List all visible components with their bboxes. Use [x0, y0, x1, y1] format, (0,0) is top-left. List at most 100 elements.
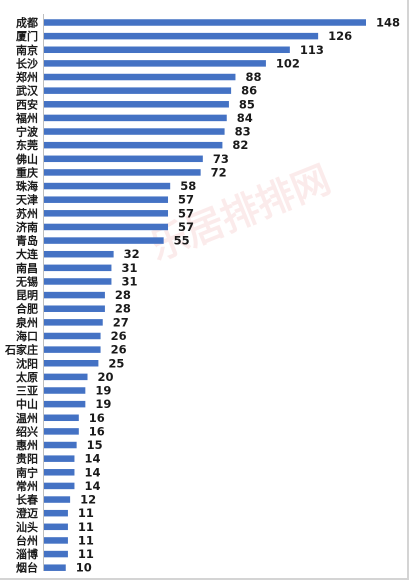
category-label: 常州 — [16, 479, 38, 493]
bar — [44, 32, 319, 40]
value-label: 16 — [89, 424, 105, 438]
bar — [44, 210, 169, 217]
value-label: 126 — [328, 29, 352, 43]
category-label: 贵阳 — [16, 452, 38, 466]
bar — [44, 155, 203, 163]
category-label: 海口 — [16, 329, 38, 343]
bar — [44, 223, 169, 231]
value-label: 11 — [78, 547, 94, 561]
bar — [44, 114, 227, 122]
category-label: 惠州 — [16, 438, 38, 452]
bar — [44, 128, 225, 135]
bar — [44, 141, 223, 149]
bar — [44, 564, 66, 571]
value-label: 72 — [211, 165, 227, 179]
value-label: 16 — [89, 411, 105, 425]
category-label: 烟台 — [16, 561, 38, 575]
category-label: 厦门 — [16, 29, 38, 43]
category-label: 淄博 — [16, 547, 38, 561]
value-label: 15 — [87, 438, 103, 452]
bar — [44, 414, 79, 422]
value-label: 26 — [111, 329, 127, 343]
bar — [44, 237, 164, 244]
bar — [44, 537, 68, 544]
category-label: 汕头 — [16, 520, 38, 534]
category-label: 西安 — [16, 97, 38, 111]
category-label: 武汉 — [16, 84, 39, 98]
bar — [44, 46, 290, 54]
bar — [44, 400, 86, 408]
value-label: 73 — [213, 152, 229, 166]
category-label: 太原 — [15, 370, 38, 384]
value-label: 31 — [121, 274, 137, 288]
value-label: 28 — [115, 288, 131, 302]
bar — [44, 469, 75, 476]
bar — [44, 332, 101, 340]
value-label: 28 — [115, 302, 131, 316]
value-label: 57 — [178, 206, 194, 220]
category-label: 中山 — [16, 397, 38, 411]
category-label: 三亚 — [16, 385, 38, 398]
value-label: 26 — [111, 343, 127, 357]
category-label: 合肥 — [16, 302, 38, 316]
category-label: 长春 — [16, 493, 39, 507]
category-label: 绍兴 — [16, 424, 38, 438]
category-label: 成都 — [16, 16, 38, 30]
value-label: 19 — [95, 397, 111, 411]
value-label: 14 — [84, 465, 100, 479]
value-label: 55 — [174, 234, 190, 248]
bar — [44, 509, 68, 517]
category-label: 珠海 — [16, 179, 38, 193]
bar — [44, 19, 366, 26]
bar — [44, 346, 101, 353]
category-label: 重庆 — [16, 165, 38, 179]
category-label: 泉州 — [15, 315, 38, 329]
value-label: 85 — [239, 97, 255, 111]
bar — [44, 373, 88, 381]
bar — [44, 319, 103, 326]
value-label: 84 — [237, 111, 253, 125]
category-label: 长沙 — [16, 56, 38, 70]
bar — [44, 278, 112, 285]
bar — [44, 523, 68, 531]
value-label: 14 — [84, 479, 100, 493]
bar — [44, 264, 112, 272]
value-label: 19 — [95, 384, 111, 398]
bar — [44, 169, 201, 176]
value-label: 57 — [178, 220, 194, 234]
value-label: 27 — [113, 315, 129, 329]
value-label: 10 — [76, 561, 92, 575]
bar — [44, 360, 99, 367]
bar — [44, 482, 75, 490]
category-label: 郑州 — [16, 70, 38, 84]
value-label: 102 — [276, 56, 300, 70]
category-label: 东莞 — [16, 138, 38, 152]
bar — [44, 250, 114, 258]
value-label: 113 — [300, 43, 324, 57]
category-label: 青岛 — [16, 234, 38, 248]
value-label: 20 — [98, 370, 114, 384]
value-label: 11 — [78, 506, 94, 520]
value-label: 25 — [108, 356, 124, 370]
category-label: 天津 — [16, 193, 38, 207]
bar — [44, 550, 68, 558]
bar — [44, 441, 77, 449]
value-label: 32 — [124, 247, 140, 261]
value-label: 31 — [121, 261, 137, 275]
category-label: 佛山 — [15, 152, 38, 166]
value-label: 83 — [235, 125, 251, 139]
category-label: 石家庄 — [4, 343, 38, 357]
category-label: 昆明 — [16, 289, 38, 302]
category-label: 南京 — [16, 43, 38, 57]
bar — [44, 291, 105, 299]
category-label: 济南 — [16, 220, 38, 234]
bar — [44, 455, 75, 462]
bar — [44, 87, 232, 94]
category-label: 台州 — [16, 533, 38, 547]
value-label: 14 — [84, 452, 100, 466]
value-label: 58 — [180, 179, 196, 193]
category-label: 无锡 — [15, 274, 38, 288]
bar — [44, 196, 169, 203]
